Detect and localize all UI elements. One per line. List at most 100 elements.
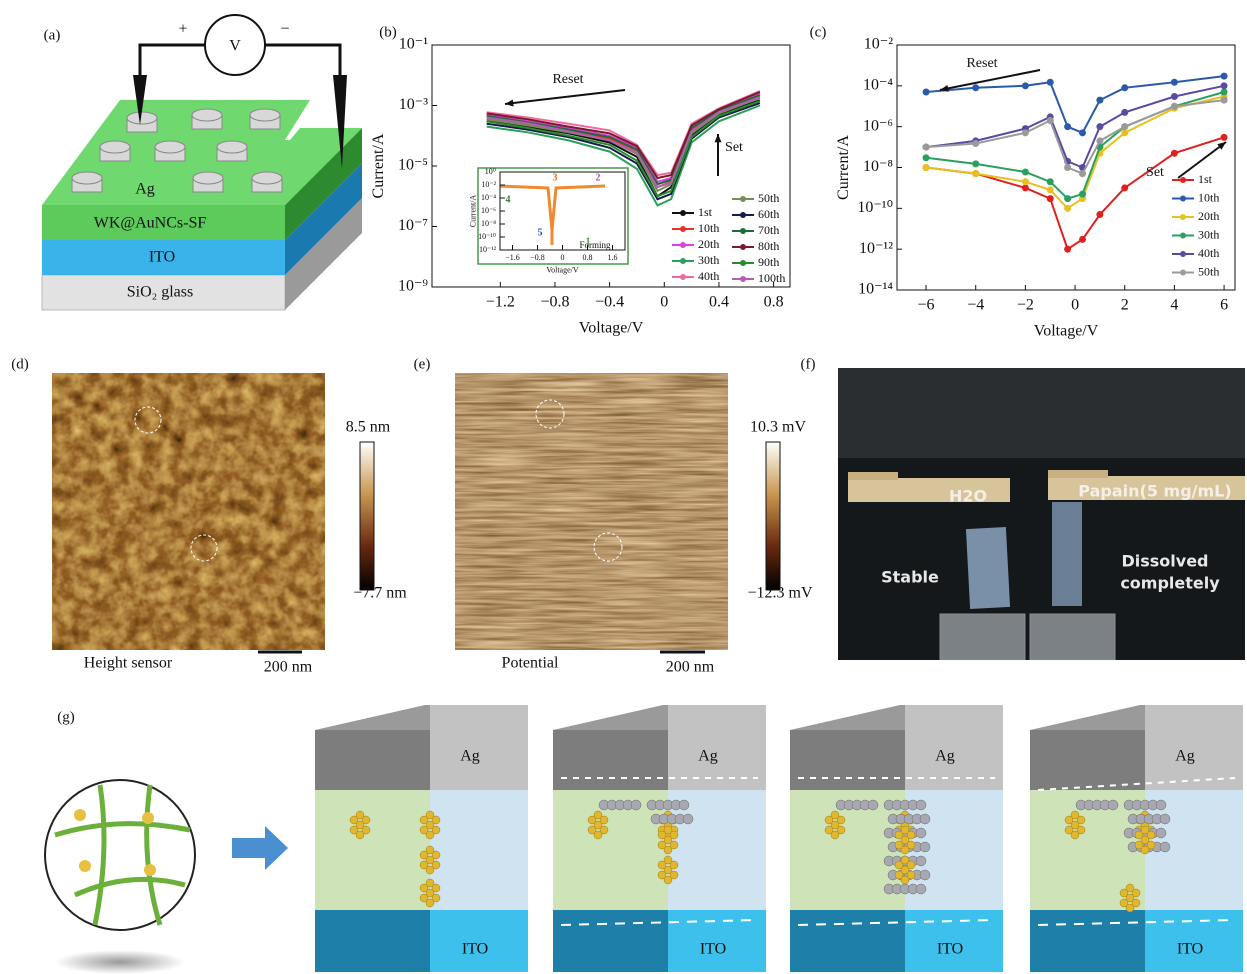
nanocluster [906, 840, 916, 850]
electrode-label: ITO [1177, 941, 1203, 958]
right-result: Dissolved [1121, 552, 1208, 571]
annotation: Forming [579, 240, 611, 250]
x-tick-label: 4 [1170, 297, 1178, 314]
charge [560, 919, 759, 926]
nanocluster [663, 835, 673, 845]
nanocluster [1076, 825, 1086, 835]
ag-label: Ag [135, 181, 155, 198]
legend-label: 20th [1198, 209, 1219, 223]
nanocluster [1125, 883, 1135, 893]
ag-cluster [915, 883, 927, 895]
nanocluster [431, 883, 441, 893]
nanocluster [1140, 835, 1150, 845]
point [1021, 184, 1029, 192]
nanocluster [425, 830, 435, 840]
x-axis-label: Voltage/V [1034, 322, 1099, 339]
arrow-head [940, 84, 949, 92]
nanocluster [1140, 825, 1150, 835]
nanocluster [900, 855, 910, 865]
legend-marker [680, 210, 686, 216]
point [1096, 137, 1104, 145]
nanocluster [593, 810, 603, 820]
ag-cluster [678, 799, 690, 811]
ag-cluster [915, 799, 927, 811]
nanocluster [1131, 888, 1141, 898]
point [1079, 170, 1087, 178]
series-line [486, 100, 761, 198]
x-tick-label: 2 [1121, 297, 1129, 314]
legend-marker [680, 242, 686, 248]
scale-max: 10.3 mV [750, 419, 806, 436]
legend-label: 90th [758, 255, 779, 269]
point [922, 154, 930, 162]
annotation: Set [1146, 165, 1164, 180]
nanocluster [900, 875, 910, 885]
point [1079, 190, 1087, 198]
nanocluster [1146, 840, 1156, 850]
point [1064, 164, 1072, 171]
legend-label: 40th [1198, 246, 1219, 260]
nanocluster [355, 810, 365, 820]
series-line [486, 94, 761, 186]
ito-left [315, 910, 430, 972]
point [972, 84, 980, 92]
ag-cluster [1159, 813, 1171, 825]
nanocluster [1131, 898, 1141, 908]
point [1046, 195, 1054, 203]
ag-left [790, 730, 905, 790]
device-schematic: + V − Ag WK@AuNCs-SF ITO SiO₂ glass [41, 14, 362, 311]
point [1121, 129, 1129, 137]
nanocluster [906, 870, 916, 880]
nanocluster [349, 815, 359, 825]
y-tick-label: 10⁻¹⁴ [858, 281, 893, 298]
right-label: Papain(5 mg/mL) [1078, 482, 1231, 501]
nanocluster [425, 898, 435, 908]
y-axis-label: Current/A [468, 195, 477, 228]
scale-min: −12.3 mV [747, 585, 812, 602]
panel-label: (f) [801, 356, 816, 372]
ag-left [315, 730, 430, 790]
legend-marker [1180, 251, 1186, 257]
point [1170, 149, 1178, 157]
point [1121, 108, 1129, 116]
point [1096, 210, 1104, 218]
point [922, 88, 930, 96]
layer-label: WK@AuNCs-SF [94, 215, 207, 232]
panel-label: (g) [57, 709, 75, 725]
arrow-head [714, 134, 722, 143]
point [1121, 84, 1129, 92]
nanocluster [906, 830, 916, 840]
scale-min: −7.7 nm [353, 585, 407, 602]
point [1046, 117, 1054, 125]
x-tick-label: 0.8 [583, 253, 593, 262]
nanocluster [1070, 810, 1080, 820]
x-tick-label: −0.4 [595, 294, 624, 311]
nanocluster [599, 825, 609, 835]
nanocluster [900, 835, 910, 845]
step-number: 2 [596, 172, 601, 183]
panel-label: (e) [414, 356, 431, 372]
y-tick-label: 10⁻⁸ [481, 219, 496, 228]
charge [1037, 919, 1236, 926]
y-tick-label: 10⁻¹² [859, 240, 893, 257]
step-number: 5 [538, 227, 543, 238]
point [972, 160, 980, 168]
substrate-label: SiO₂ glass [127, 284, 193, 301]
annotation: Reset [552, 72, 583, 87]
point [1021, 168, 1029, 176]
x-axis-label: Voltage/V [546, 266, 579, 275]
legend-label: 30th [1198, 227, 1219, 241]
x-tick-label: 0 [660, 294, 668, 311]
ag-cluster [915, 855, 927, 867]
point [1121, 184, 1129, 192]
nanocluster [669, 830, 679, 840]
arrow-head [505, 99, 514, 107]
x-tick-label: 0.4 [709, 294, 729, 311]
series-line [926, 75, 1225, 135]
x-tick-label: −0.8 [530, 253, 545, 262]
ag-cluster [1159, 841, 1171, 853]
series-line [925, 95, 1225, 210]
ag-right [1145, 705, 1243, 790]
legend-marker [680, 226, 686, 232]
photo: H2O Papain(5 mg/mL) Stable Dissolved com… [838, 368, 1245, 661]
